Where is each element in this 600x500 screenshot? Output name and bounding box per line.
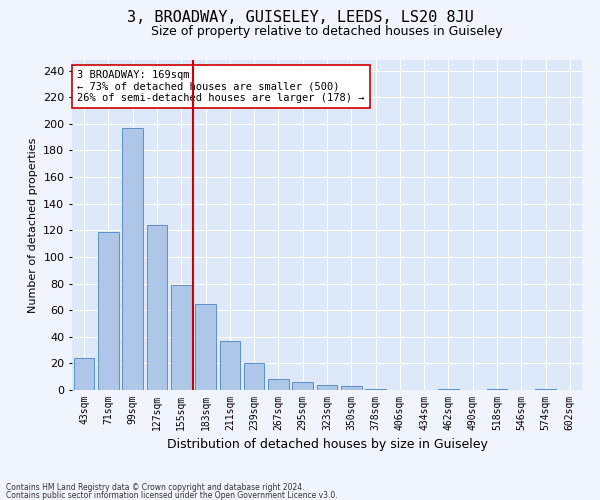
Bar [122,128,143,390]
Bar [535,388,556,390]
Bar [487,388,508,390]
Text: 3 BROADWAY: 169sqm
← 73% of detached houses are smaller (500)
26% of semi-detach: 3 BROADWAY: 169sqm ← 73% of detached hou… [77,70,365,103]
Bar [98,232,119,390]
Bar [171,285,191,390]
Text: Contains HM Land Registry data © Crown copyright and database right 2024.: Contains HM Land Registry data © Crown c… [6,484,305,492]
Bar [365,388,386,390]
X-axis label: Distribution of detached houses by size in Guiseley: Distribution of detached houses by size … [167,438,487,452]
Bar [244,364,265,390]
Bar [292,382,313,390]
Text: Contains public sector information licensed under the Open Government Licence v3: Contains public sector information licen… [6,491,338,500]
Text: 3, BROADWAY, GUISELEY, LEEDS, LS20 8JU: 3, BROADWAY, GUISELEY, LEEDS, LS20 8JU [127,10,473,25]
Bar [74,358,94,390]
Bar [438,388,459,390]
Bar [220,341,240,390]
Bar [195,304,216,390]
Bar [317,384,337,390]
Bar [341,386,362,390]
Bar [146,225,167,390]
Title: Size of property relative to detached houses in Guiseley: Size of property relative to detached ho… [151,25,503,38]
Y-axis label: Number of detached properties: Number of detached properties [28,138,38,312]
Bar [268,380,289,390]
